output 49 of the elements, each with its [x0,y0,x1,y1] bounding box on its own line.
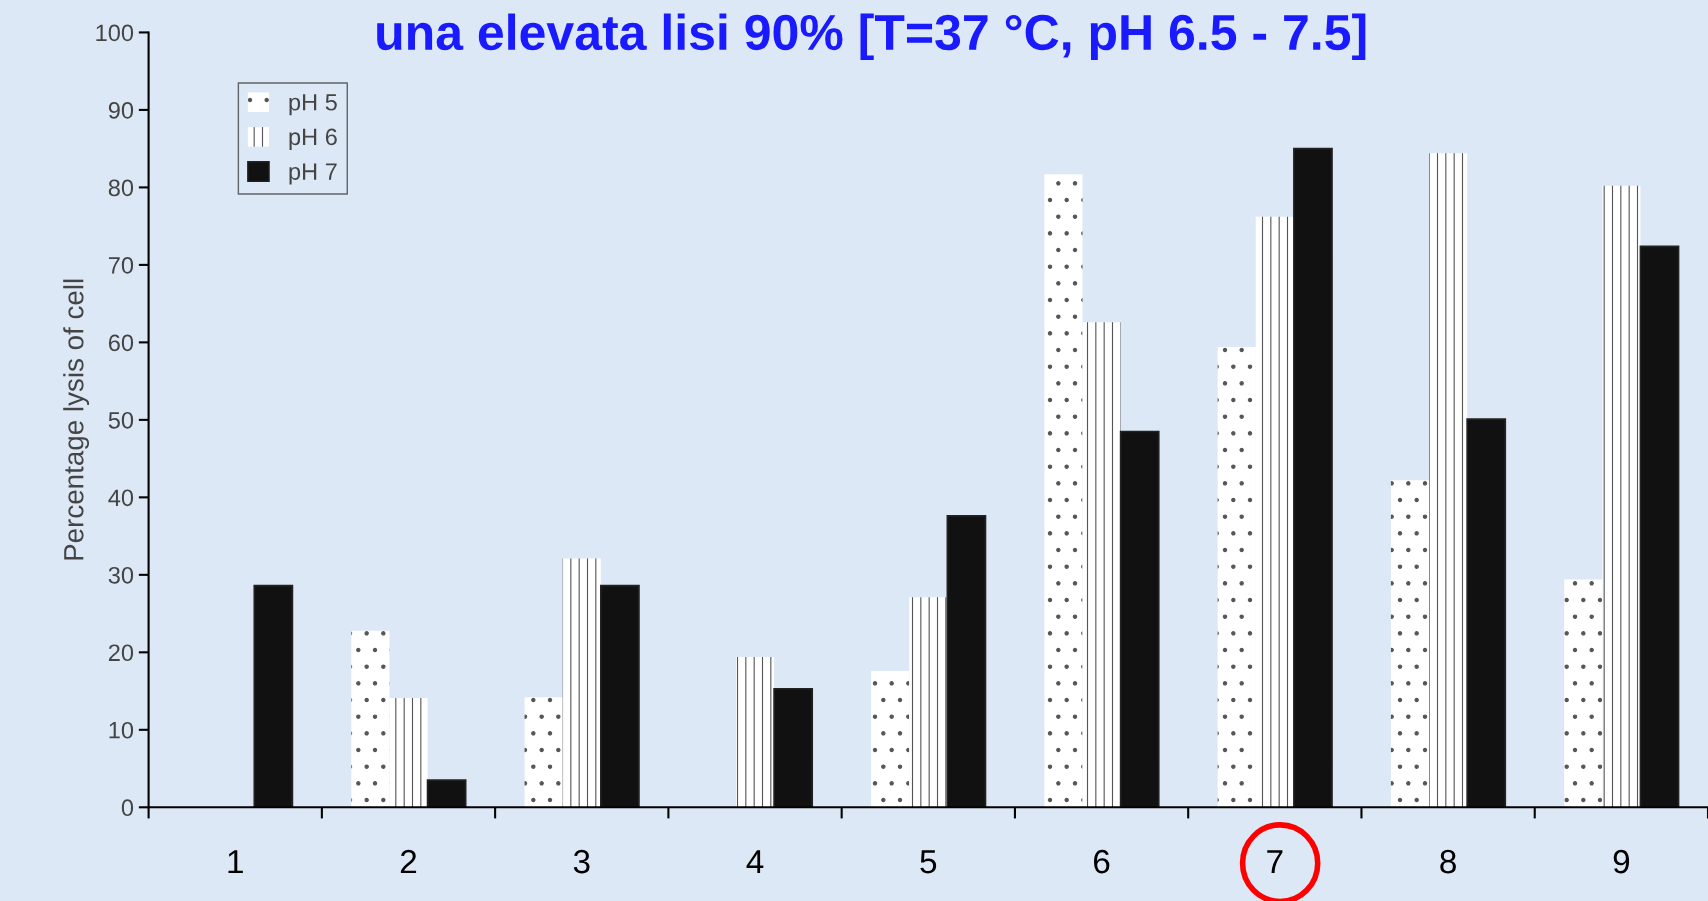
x-tick-label: 5 [920,850,937,874]
x-tick-label: 6 [1093,849,1110,874]
bar [735,656,775,808]
x-tick-label: 3 [573,849,590,874]
x-tick-label: 2 [400,849,417,874]
y-tick-label: 70 [108,256,134,274]
y-tick-label: 10 [109,721,134,739]
x-tick-label: 1 [228,850,243,874]
y-tick-label: 40 [108,489,134,507]
y-axis-title: Percentage lysis of cell [63,279,90,560]
y-tick-label: 80 [108,179,134,197]
y-tick-label: 20 [108,644,134,662]
chart-title: una elevata lisi 90% [T=37 °C, pH 6.5 - 7.5] [377,13,1366,61]
y-tick-label: 60 [108,334,134,352]
x-tick-label: 8 [1440,849,1456,874]
y-tick-label: 100 [96,24,134,42]
legend-label: pH 6 [289,128,337,150]
y-tick-label: 30 [108,566,134,584]
y-tick-label: 90 [108,101,134,119]
x-tick-label: 4 [746,850,764,874]
bar [1293,147,1333,808]
x-tick-label: 7 [1267,850,1283,874]
bar [871,670,910,808]
y-tick-label: 0 [121,799,134,817]
legend-label: pH 5 [289,94,337,116]
bar [909,597,948,808]
bar [1466,418,1507,808]
y-tick-label: 50 [108,411,134,429]
bar [1217,347,1256,808]
bar [946,515,987,808]
bar [1255,216,1294,808]
bar [389,698,428,808]
x-tick-label: 9 [1613,849,1630,874]
bar [426,779,467,808]
bar [524,697,563,808]
bar [1044,174,1083,808]
bar [1639,245,1680,808]
bar [599,584,640,808]
bar [1602,185,1641,808]
bar [773,687,814,808]
bar [1119,430,1160,808]
bar [562,558,601,808]
bar [1429,153,1468,808]
bar [351,630,390,808]
bar [1390,480,1430,808]
bar [253,584,294,808]
bar [1082,322,1121,808]
legend-label: pH 7 [289,163,337,185]
bar [1564,579,1603,808]
